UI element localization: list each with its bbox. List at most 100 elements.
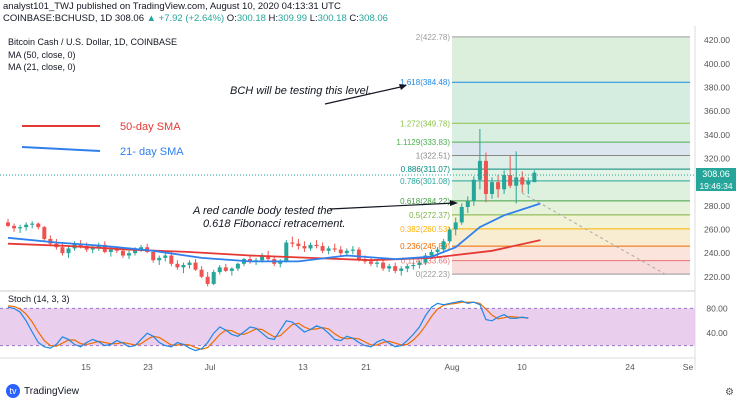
fib-zone	[452, 123, 690, 143]
countdown-tag	[696, 180, 736, 191]
close-value: 308.06	[358, 13, 388, 24]
settings-gear-icon[interactable]: ⚙	[725, 387, 734, 398]
candle-body	[24, 224, 29, 228]
ma21-legend-swatch	[21, 146, 101, 152]
candle-body	[375, 262, 380, 264]
candle-body	[6, 222, 10, 226]
candle-body	[266, 255, 271, 260]
time-axis[interactable]: 15 23 Jul 13 21 Aug 10 24 Se	[81, 362, 693, 372]
candle-body	[193, 262, 198, 270]
time-tick-label: 21	[361, 362, 371, 372]
high-value: 309.99	[278, 13, 308, 24]
stoch-pane[interactable]	[0, 300, 695, 352]
candle-body	[151, 251, 156, 261]
candle-body	[508, 175, 513, 186]
candle-body	[66, 248, 71, 254]
time-tick-label: Se	[683, 362, 694, 372]
low-label: L:	[309, 13, 318, 24]
price-tick-label: 240.00	[704, 248, 730, 258]
fib-zone	[452, 228, 690, 247]
candle-body	[290, 242, 295, 244]
candle-body	[223, 267, 228, 271]
candle-body	[465, 201, 470, 208]
fib-level-label: 1(322.51)	[416, 152, 451, 161]
candle-body	[459, 207, 464, 223]
candle-body	[314, 244, 319, 247]
candle-body	[441, 241, 446, 250]
time-tick-label: 24	[625, 362, 635, 372]
candle-body	[120, 250, 125, 256]
fib-level-label: 1.1129(333.83)	[396, 138, 450, 147]
fib-level-label: 0.618(284.22)	[400, 197, 450, 206]
publish-info: analyst101_TWJ published on TradingView.…	[3, 1, 341, 12]
candle-body	[490, 182, 494, 194]
candle-body	[169, 255, 174, 264]
fib-zone	[452, 155, 690, 170]
price-tags: 308.06 19:46:34	[696, 168, 736, 191]
candle-body	[532, 172, 537, 183]
stoch-title: Stoch (14, 3, 3)	[8, 294, 70, 304]
stoch-d-line	[7, 301, 529, 350]
candle-body	[235, 263, 240, 269]
price-tick-label: 380.00	[704, 83, 730, 93]
price-pane[interactable]: 0(222.23)0.114(233.66)0.236(245.89)0.382…	[0, 26, 695, 291]
candle-body	[435, 249, 440, 252]
price-change: ▲ +7.92 (+2.64%)	[146, 13, 225, 24]
stoch-tick-bg	[703, 327, 733, 339]
countdown-tag-text: 19:46:34	[699, 181, 732, 191]
fib-zone	[452, 36, 690, 83]
annotation-arrow-top	[324, 85, 406, 105]
candle-body	[338, 249, 343, 254]
candle-body	[423, 255, 428, 263]
candle-body	[260, 255, 265, 261]
price-axis[interactable]: 220.00240.00260.00280.00300.00320.00340.…	[704, 35, 730, 282]
tradingview-logo[interactable]: tv TradingView	[6, 384, 79, 398]
legend-ma50: MA (50, close, 0)	[8, 50, 76, 60]
price-tick-label: 220.00	[704, 272, 730, 282]
candle-body	[429, 251, 434, 256]
candle-body	[453, 222, 458, 230]
price-tick-label: 420.00	[704, 35, 730, 45]
candle-body	[108, 249, 113, 252]
annotation-arrow-bottom	[329, 202, 456, 210]
moving-averages	[7, 202, 541, 263]
candle-body	[181, 264, 186, 268]
fib-zones	[452, 36, 690, 275]
time-tick-label: 13	[298, 362, 308, 372]
candle-body	[30, 223, 35, 225]
open-label: O:	[226, 13, 237, 24]
stoch-axis[interactable]: 40.00 80.00	[703, 302, 733, 339]
candle-body	[187, 262, 192, 265]
tradingview-brand: TradingView	[24, 385, 80, 397]
candle-body	[502, 175, 507, 190]
fib-lines: 0(222.23)0.114(233.66)0.236(245.89)0.382…	[396, 33, 690, 279]
candle-body	[326, 248, 331, 251]
symbol-name[interactable]: COINBASE:BCHUSD, 1D	[3, 13, 113, 24]
candle-body	[417, 262, 422, 265]
fib-level-label: 0.382(260.53)	[400, 225, 450, 234]
open-value: 300.18	[236, 13, 266, 24]
candle-body	[332, 248, 337, 250]
stoch-band	[0, 308, 695, 346]
candle-body	[229, 268, 234, 271]
candle-body	[139, 247, 144, 250]
fib-zone	[452, 82, 690, 124]
annotation-red-candle: A red candle body tested the	[192, 205, 333, 217]
candle-body	[302, 246, 307, 249]
fib-zone	[452, 180, 690, 201]
fib-zone	[452, 246, 690, 261]
high-label: H:	[268, 13, 279, 24]
close-label: C:	[349, 13, 359, 24]
fib-level-label: 0.236(245.89)	[400, 242, 450, 251]
candle-body	[60, 247, 65, 254]
candle-body	[90, 247, 95, 250]
candle-body	[411, 264, 416, 267]
candle-body	[514, 177, 519, 186]
candle-body	[393, 266, 398, 271]
candle-body	[405, 266, 410, 269]
last-price: 308.06	[114, 13, 144, 24]
candle-body	[175, 263, 180, 268]
last-price-tag	[696, 168, 736, 180]
candle-body	[344, 250, 349, 254]
